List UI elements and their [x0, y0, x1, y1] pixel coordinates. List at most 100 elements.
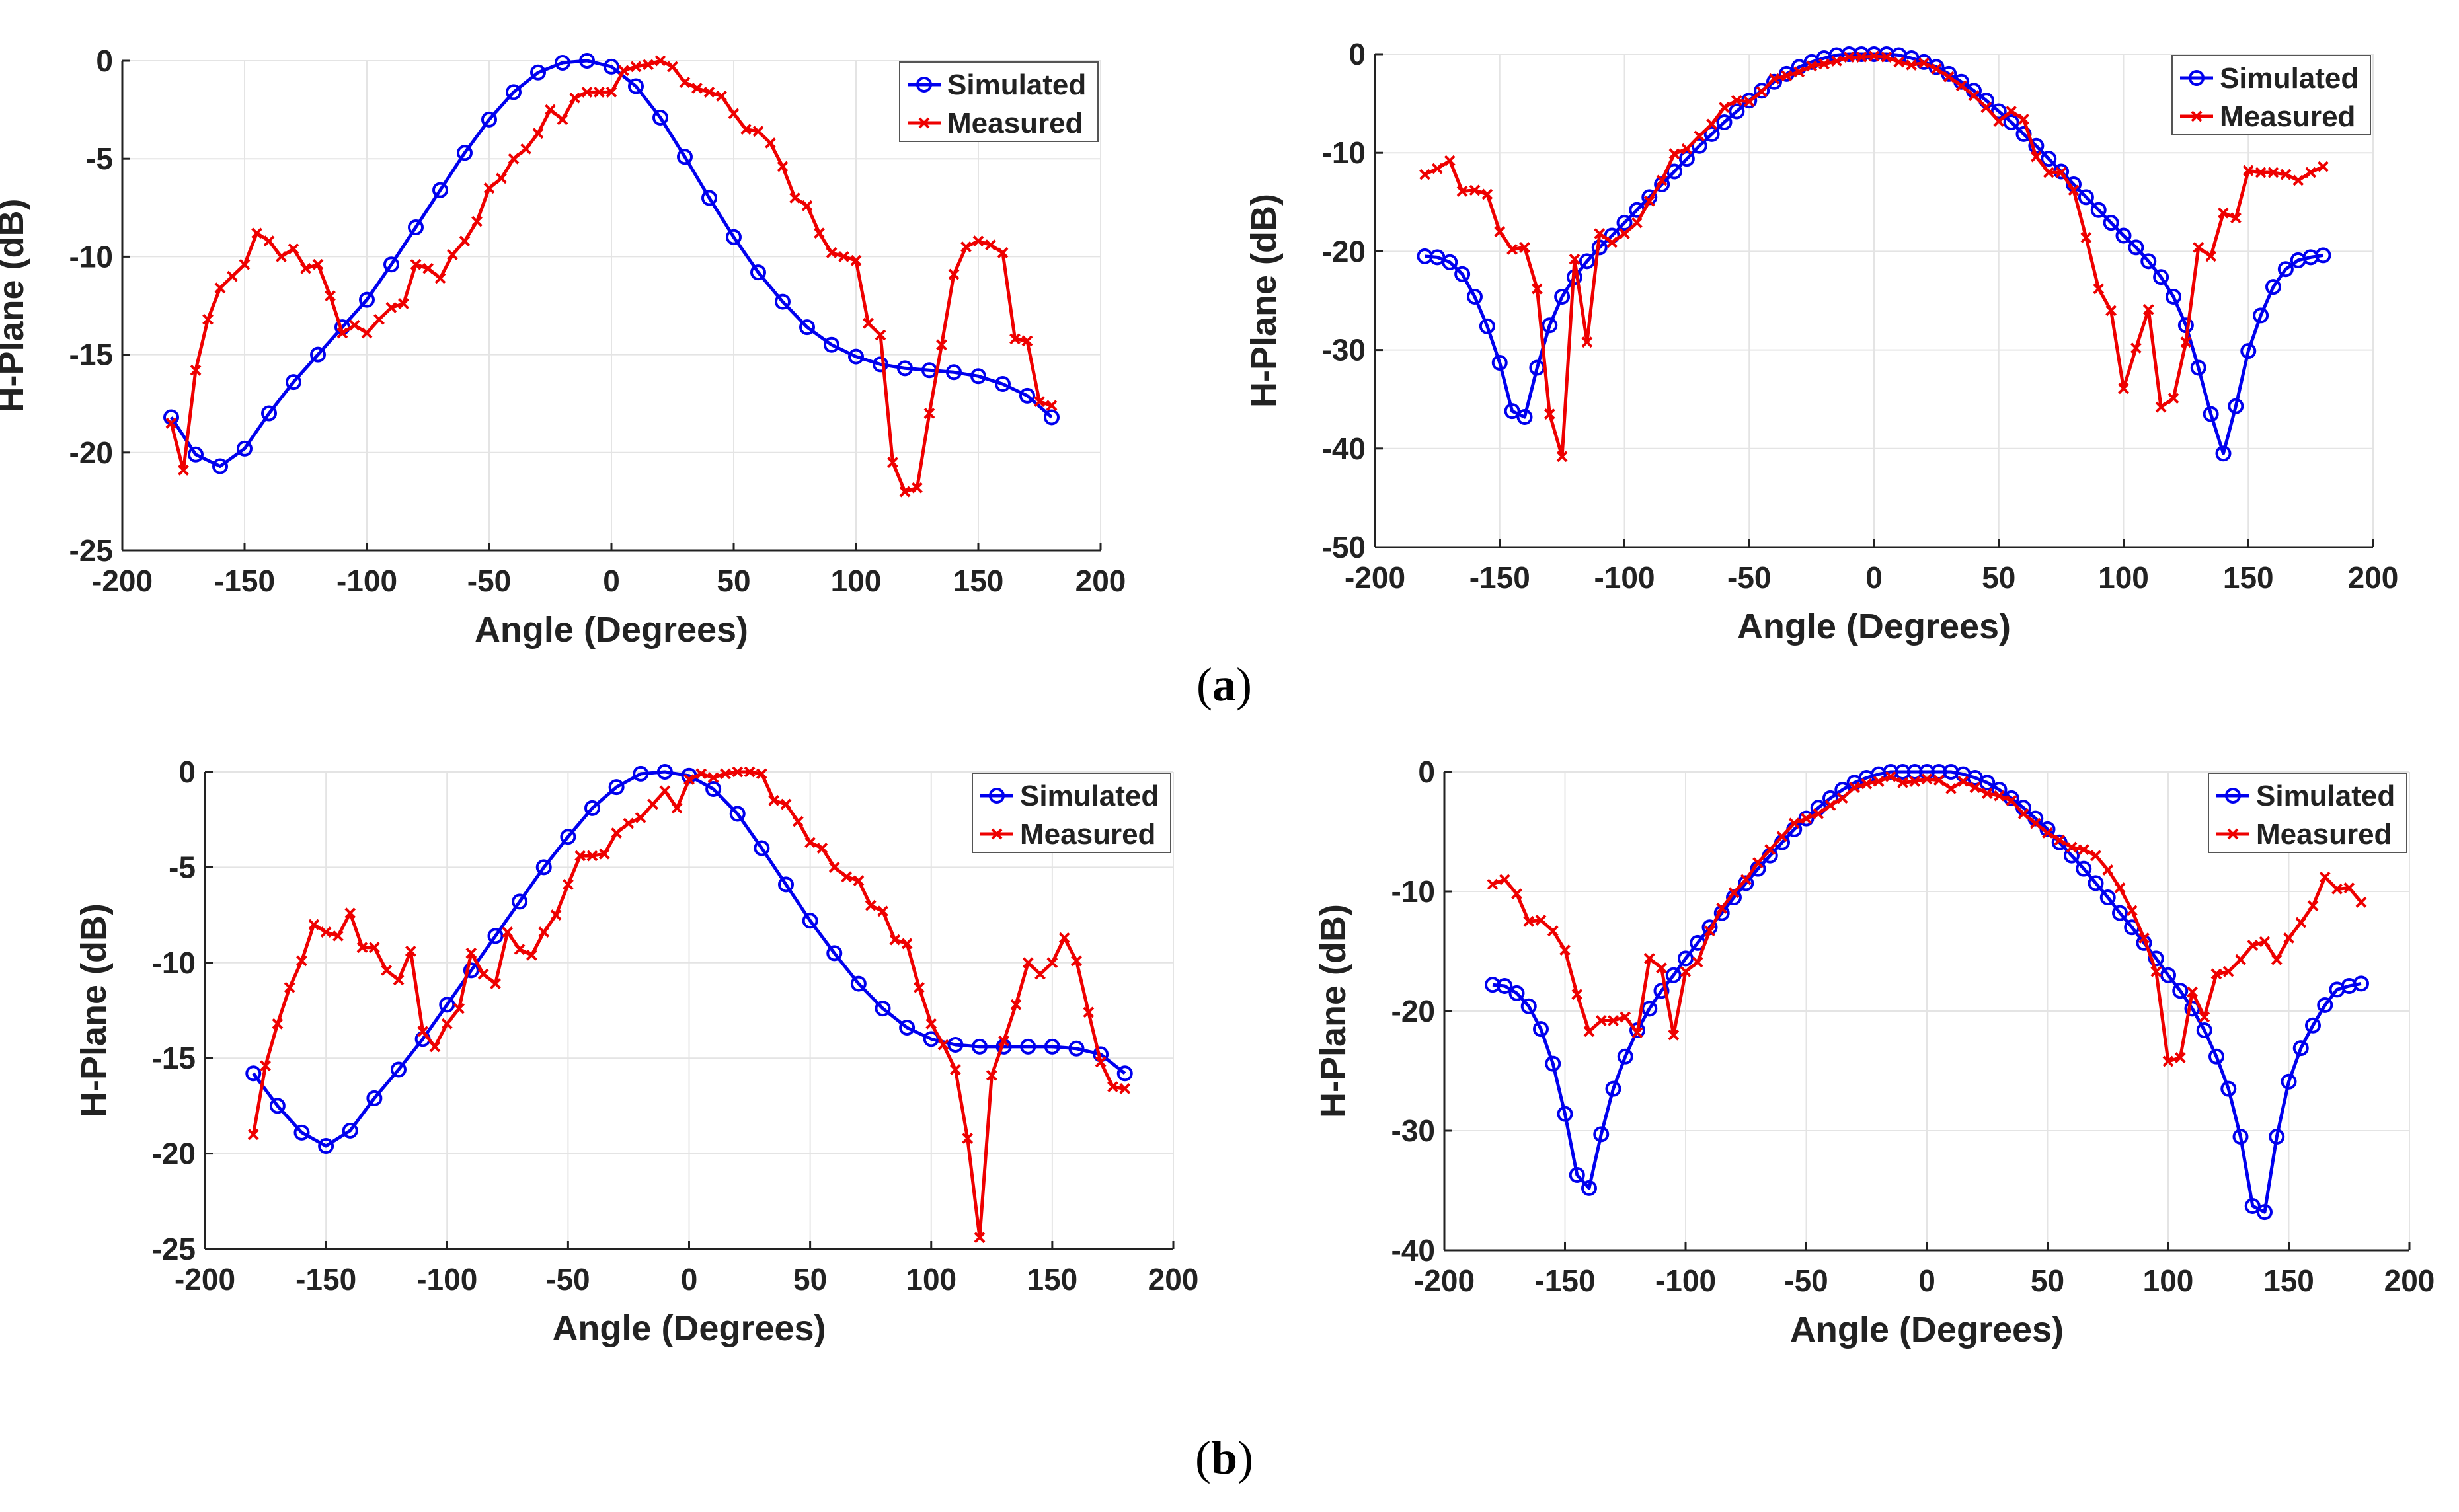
data-point [949, 1064, 961, 1075]
data-point [2203, 406, 2219, 422]
data-point [1921, 773, 1933, 785]
data-point [1533, 1021, 1549, 1038]
data-point [2138, 932, 2150, 944]
data-point [506, 84, 522, 100]
data-point [768, 794, 780, 806]
data-point [2018, 114, 2029, 125]
data-point [312, 258, 324, 270]
data-point [1930, 63, 1942, 75]
x-tick-label: 100 [2143, 1264, 2194, 1298]
data-point [1467, 289, 1483, 305]
data-point [1716, 902, 1728, 914]
data-point [359, 291, 375, 308]
data-point [2068, 184, 2080, 196]
y-tick-label: 0 [96, 44, 113, 78]
data-point [1022, 957, 1034, 969]
data-point [1523, 915, 1535, 927]
data-point [1955, 80, 1967, 92]
y-tick-label: -5 [86, 141, 113, 176]
legend: Simulated Measured [2208, 773, 2407, 853]
y-tick-label: -40 [1391, 1233, 1435, 1267]
data-point [816, 843, 828, 854]
data-point [853, 875, 865, 887]
caption-b: (b) [1195, 1431, 1254, 1484]
data-point [2006, 106, 2017, 117]
data-point [701, 190, 717, 206]
x-tick-label: 100 [831, 564, 882, 598]
data-point [1668, 1029, 1680, 1041]
data-point [863, 317, 874, 329]
x-tick-label: 0 [1865, 560, 1883, 595]
data-point [2232, 1129, 2249, 1145]
data-point [496, 172, 507, 184]
data-point [569, 92, 580, 104]
legend-marker [2189, 70, 2205, 86]
data-point [581, 87, 593, 98]
data-point [1494, 226, 1506, 237]
data-point [1756, 86, 1768, 98]
data-point [1918, 57, 1930, 69]
data-point [2205, 250, 2217, 262]
data-point [656, 764, 673, 780]
data-point [2199, 1011, 2210, 1023]
data-point [875, 1001, 891, 1017]
legend-box [899, 61, 1099, 142]
data-point [618, 65, 629, 77]
data-point [1906, 59, 1918, 71]
data-point [848, 348, 864, 365]
data-point [373, 313, 385, 325]
data-point [1419, 169, 1430, 180]
caption-b-letter: b [1210, 1431, 1238, 1484]
data-point [2172, 983, 2189, 999]
data-point [453, 1002, 465, 1014]
data-point [2003, 114, 2019, 130]
data-point [555, 54, 570, 71]
data-point [550, 909, 562, 921]
data-point [792, 815, 804, 827]
series-simulated [163, 53, 1060, 474]
data-point [2218, 207, 2229, 219]
series-measured [165, 55, 1058, 498]
data-point [1643, 195, 1655, 207]
data-point [202, 313, 214, 325]
data-point [2153, 269, 2169, 285]
data-point [336, 327, 348, 339]
series-measured [1487, 771, 2367, 1067]
data-point [2307, 900, 2319, 912]
data-point [1009, 333, 1021, 345]
data-point [212, 458, 228, 474]
data-point [1990, 103, 2007, 120]
data-point [398, 298, 409, 309]
data-point [429, 1041, 441, 1053]
data-point [2267, 167, 2279, 178]
data-point [946, 364, 962, 381]
data-point [272, 1018, 284, 1030]
data-point [1754, 83, 1770, 99]
data-point [432, 182, 448, 198]
data-point [1619, 228, 1630, 239]
data-point [296, 955, 307, 967]
data-point [654, 55, 666, 67]
data-point [1046, 957, 1058, 969]
chart-panel-a-left: -200 -150 -100 -50 0 50 100 150 200-25-20-15-10-… [0, 44, 1126, 650]
data-point [1504, 403, 1520, 420]
data-point [1021, 335, 1033, 347]
data-point [1716, 114, 1733, 130]
x-tick-label: 200 [2348, 560, 2399, 595]
data-point [1994, 790, 2005, 802]
data-point [1479, 318, 1495, 334]
data-point [652, 109, 668, 126]
data-point [901, 938, 913, 950]
y-tick-label: -20 [1322, 234, 1366, 268]
data-point [408, 219, 424, 235]
y-tick-label: -40 [1322, 432, 1366, 466]
x-tick-label: 50 [793, 1262, 827, 1297]
data-point [261, 405, 277, 422]
data-point [483, 182, 495, 194]
x-tick-label: 150 [953, 564, 1004, 598]
data-point [477, 968, 489, 980]
data-point [471, 215, 483, 227]
data-point [824, 336, 839, 353]
data-point [814, 227, 825, 239]
data-point [263, 235, 275, 247]
